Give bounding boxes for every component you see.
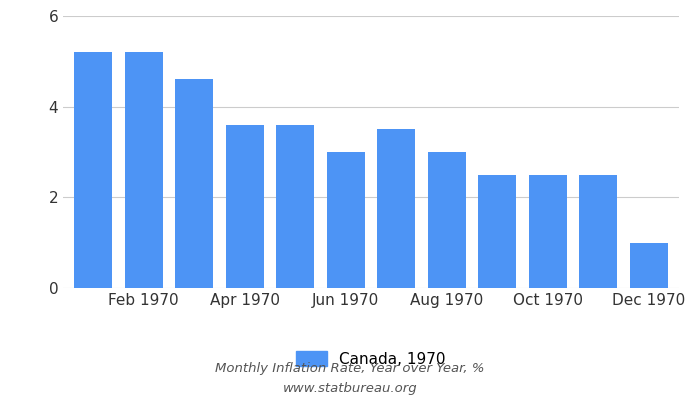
- Bar: [478, 175, 516, 288]
- Bar: [327, 152, 365, 288]
- Legend: Canada, 1970: Canada, 1970: [290, 344, 452, 373]
- Bar: [226, 125, 264, 288]
- Bar: [630, 243, 668, 288]
- Text: www.statbureau.org: www.statbureau.org: [283, 382, 417, 395]
- Bar: [125, 52, 162, 288]
- Bar: [276, 125, 314, 288]
- Bar: [580, 175, 617, 288]
- Text: Monthly Inflation Rate, Year over Year, %: Monthly Inflation Rate, Year over Year, …: [216, 362, 484, 375]
- Bar: [74, 52, 112, 288]
- Bar: [377, 129, 415, 288]
- Bar: [175, 80, 214, 288]
- Bar: [528, 175, 567, 288]
- Bar: [428, 152, 466, 288]
